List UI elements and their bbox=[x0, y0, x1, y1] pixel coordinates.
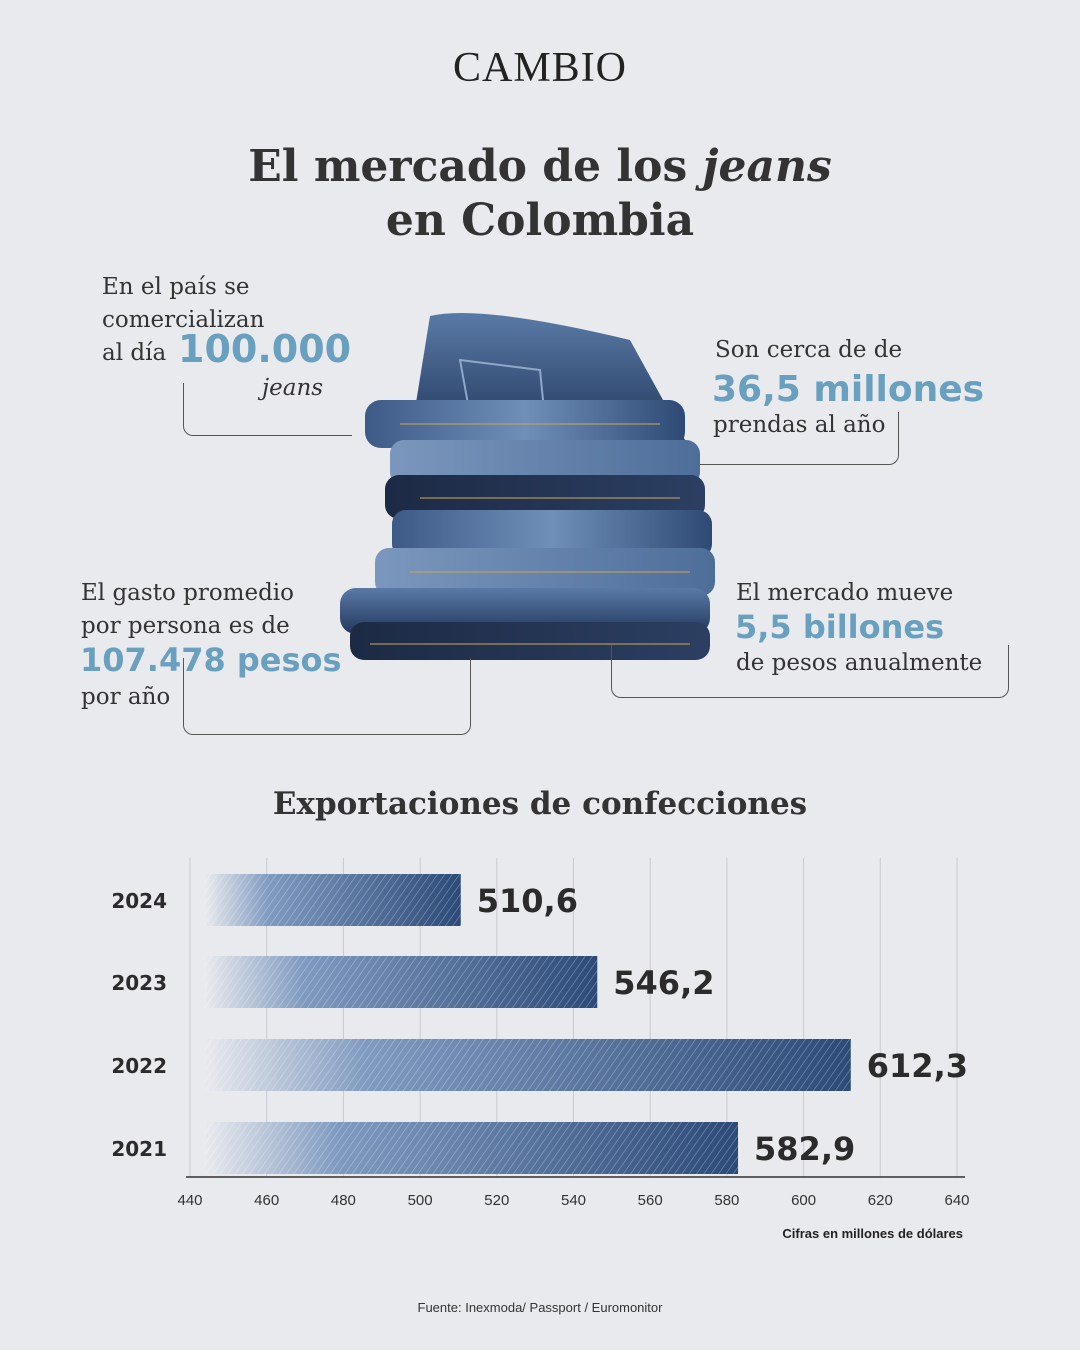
x-tick-label: 640 bbox=[944, 1192, 969, 1209]
stat-spend-text2: por persona es de bbox=[81, 613, 290, 639]
stat-market-text1: El mercado mueve bbox=[736, 580, 954, 606]
x-tick-label: 580 bbox=[714, 1192, 739, 1209]
value-label: 612,3 bbox=[867, 1047, 968, 1085]
stat-daily-text1: En el país se bbox=[102, 274, 250, 300]
category-label: 2022 bbox=[111, 1054, 167, 1078]
stat-annual-value: 36,5 millones bbox=[712, 369, 985, 410]
x-tick-label: 560 bbox=[638, 1192, 663, 1209]
x-tick-label: 500 bbox=[408, 1192, 433, 1209]
stat-daily-text2: comercializan bbox=[102, 307, 265, 333]
stat-spend-value: 107.478 pesos bbox=[80, 641, 342, 679]
category-label: 2024 bbox=[111, 889, 167, 913]
brand-logo: CAMBIO bbox=[452, 45, 628, 91]
stat-annual-connector bbox=[700, 412, 899, 465]
x-tick-label: 520 bbox=[484, 1192, 509, 1209]
stat-market-value: 5,5 billones bbox=[735, 608, 945, 646]
stat-spend-text3: por año bbox=[81, 684, 171, 710]
category-label: 2021 bbox=[111, 1137, 167, 1161]
category-label: 2023 bbox=[111, 971, 167, 995]
x-tick-label: 480 bbox=[331, 1192, 356, 1209]
exports-bar-chart: 2024 510,6 2023 546,2 2022 612,3 2021 582,9 440… bbox=[111, 858, 970, 1209]
x-tick-label: 540 bbox=[561, 1192, 586, 1209]
x-tick-label: 440 bbox=[177, 1192, 202, 1209]
bar-texture-2024 bbox=[205, 874, 461, 926]
jeans-stack-icon bbox=[340, 313, 715, 660]
x-tick-label: 620 bbox=[868, 1192, 893, 1209]
source-footer: Fuente: Inexmoda/ Passport / Euromonitor bbox=[417, 1300, 663, 1315]
stat-annual-text2: prendas al año bbox=[713, 412, 886, 438]
stat-daily-value: 100.000 bbox=[178, 327, 352, 371]
x-tick-label: 600 bbox=[791, 1192, 816, 1209]
page-title: El mercado de los jeans en Colombia bbox=[0, 140, 1080, 248]
stat-daily-connector bbox=[183, 383, 352, 436]
bar-texture-2021 bbox=[205, 1122, 739, 1174]
value-label: 510,6 bbox=[477, 882, 578, 920]
chart-title: Exportaciones de confecciones bbox=[272, 786, 808, 822]
stat-annual-text1: Son cerca de de bbox=[715, 337, 903, 363]
value-label: 582,9 bbox=[754, 1130, 855, 1168]
stat-market-connector bbox=[611, 645, 1009, 698]
stat-spend-connector bbox=[183, 658, 471, 735]
chart-note: Cifras en millones de dólares bbox=[782, 1226, 963, 1241]
title-line1-text: El mercado de los bbox=[248, 141, 703, 192]
stat-daily: En el país se comercializan al día 100.0… bbox=[102, 271, 351, 370]
bar-texture-2022 bbox=[205, 1039, 851, 1091]
bar-texture-2023 bbox=[205, 956, 598, 1008]
stat-spend-text1: El gasto promedio bbox=[81, 580, 295, 606]
title-line1-italic: jeans bbox=[702, 141, 832, 192]
stat-daily-unit: jeans bbox=[262, 375, 324, 401]
x-tick-label: 460 bbox=[254, 1192, 279, 1209]
stat-daily-text3: al día bbox=[102, 340, 167, 366]
title-line2-text: en Colombia bbox=[385, 195, 695, 246]
stat-market-text2: de pesos anualmente bbox=[736, 650, 983, 676]
value-label: 546,2 bbox=[613, 964, 714, 1002]
